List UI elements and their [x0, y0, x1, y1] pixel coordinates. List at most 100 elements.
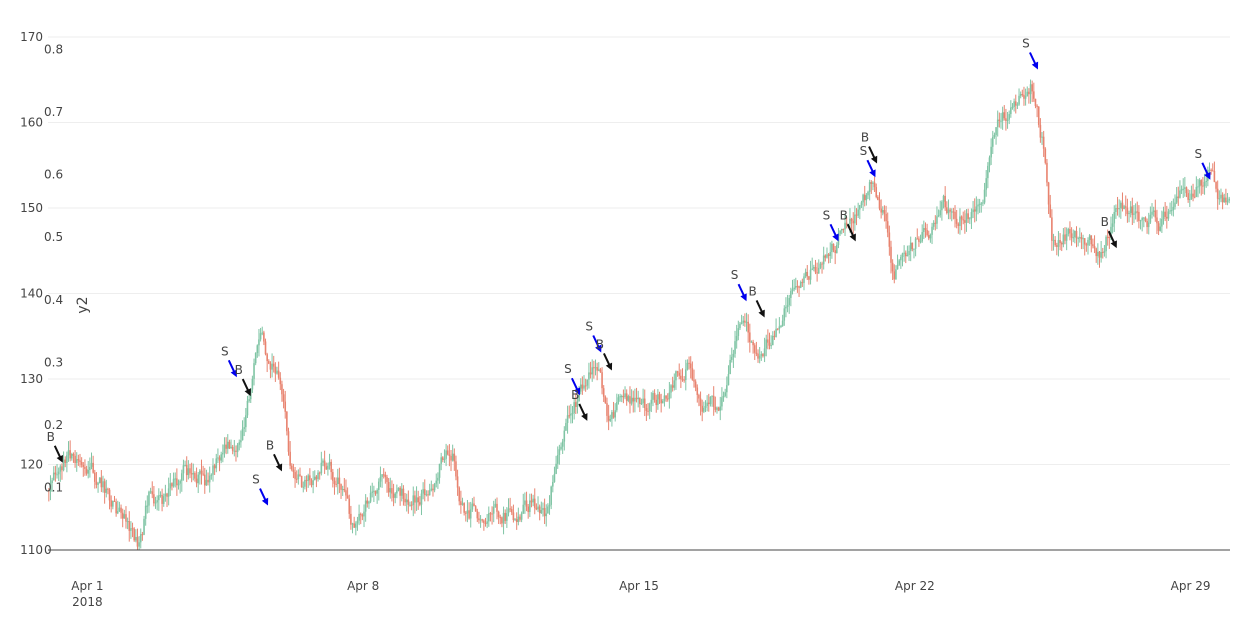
candle-body	[504, 512, 507, 521]
candle-body	[131, 528, 134, 530]
candle-body	[712, 395, 715, 407]
candle-body	[1006, 119, 1009, 121]
candle-body	[82, 464, 85, 467]
candle-body	[468, 510, 470, 519]
candle-body	[552, 481, 554, 487]
candle-body	[358, 513, 360, 521]
candle-body	[1134, 211, 1137, 214]
candle-body	[271, 363, 273, 370]
candle-body	[1083, 238, 1086, 245]
candle-body	[1082, 238, 1084, 240]
candle-body	[292, 469, 295, 473]
candle-body	[947, 209, 950, 214]
candle-body	[284, 401, 287, 412]
candle-body	[706, 402, 708, 407]
candle-body	[207, 479, 209, 483]
candle-body	[1220, 194, 1222, 199]
candle-body	[529, 500, 531, 513]
candle-body	[290, 465, 293, 470]
candle-body	[816, 272, 818, 274]
candle-body	[1202, 185, 1204, 187]
candle-body	[1062, 234, 1065, 245]
candle-body	[734, 341, 736, 354]
candle-body	[510, 509, 513, 513]
candle-body	[885, 213, 887, 222]
candle-body	[678, 372, 681, 376]
candle-body	[499, 517, 502, 519]
candle-body	[1172, 206, 1175, 211]
candle-body	[348, 498, 351, 514]
candle-body	[604, 396, 607, 404]
candle-body	[657, 394, 659, 406]
candle-body	[226, 441, 229, 449]
annotation-label: S	[1022, 36, 1030, 50]
candle-body	[1019, 94, 1022, 96]
y2-axis-title: y2	[75, 296, 91, 313]
candle-body	[1085, 244, 1088, 246]
candle-body	[978, 203, 981, 205]
candle-body	[1075, 231, 1078, 239]
candle-body	[727, 374, 730, 386]
candle-body	[785, 306, 787, 309]
candle-body	[561, 441, 564, 447]
candle-body	[75, 459, 78, 463]
candle-body	[1024, 96, 1027, 99]
candle-body	[934, 222, 937, 224]
candle-body	[1046, 162, 1048, 183]
candle-body	[954, 211, 956, 219]
candle-body	[609, 419, 612, 421]
candle-body	[263, 332, 265, 342]
candle-body	[967, 213, 969, 219]
candle-body	[177, 483, 180, 486]
candle-body	[873, 182, 876, 188]
candle-body	[840, 229, 843, 231]
candle-body	[458, 487, 461, 502]
candle-body	[440, 457, 442, 464]
candle-body	[701, 405, 704, 412]
candle-body	[693, 379, 695, 382]
annotation-arrowhead	[869, 169, 876, 178]
candle-body	[716, 407, 718, 410]
candle-body	[410, 504, 413, 506]
candle-body	[1029, 84, 1032, 95]
candle-body	[465, 512, 467, 514]
candle-body	[880, 208, 882, 213]
candle-body	[368, 501, 370, 504]
y2-tick-label: 0	[44, 543, 52, 557]
annotation-label: B	[596, 337, 604, 351]
candle-body	[51, 480, 53, 483]
candle-body	[895, 269, 897, 280]
candle-body	[93, 472, 96, 482]
candle-body	[1195, 186, 1198, 197]
y2-tick-label: 0.7	[44, 105, 63, 119]
candle-body	[730, 356, 733, 360]
candle-body	[790, 291, 792, 298]
candle-body	[136, 536, 139, 547]
candle-body	[318, 472, 321, 474]
candle-body	[453, 453, 456, 462]
candle-body	[320, 462, 323, 474]
candle-body	[642, 398, 644, 404]
candle-body	[1023, 94, 1025, 99]
candle-body	[1203, 181, 1206, 187]
candle-body	[817, 267, 820, 274]
x-tick-label: Apr 8	[347, 579, 379, 593]
candle-body	[635, 397, 638, 400]
candle-body	[527, 506, 529, 513]
candle-body	[599, 369, 602, 373]
candle-body	[327, 465, 329, 470]
candle-body	[640, 403, 643, 405]
candle-body	[1036, 105, 1038, 107]
candle-body	[1003, 112, 1006, 119]
candle-body	[90, 462, 93, 467]
candle-body	[272, 363, 275, 367]
candle-body	[750, 341, 753, 343]
candle-body	[1021, 94, 1024, 96]
candle-body	[881, 210, 884, 213]
candle-body	[341, 489, 344, 491]
candle-body	[246, 400, 249, 416]
candle-body	[384, 474, 387, 478]
candle-body	[217, 457, 219, 459]
y-tick-label: 150	[20, 201, 43, 215]
candle-body	[1018, 95, 1020, 105]
